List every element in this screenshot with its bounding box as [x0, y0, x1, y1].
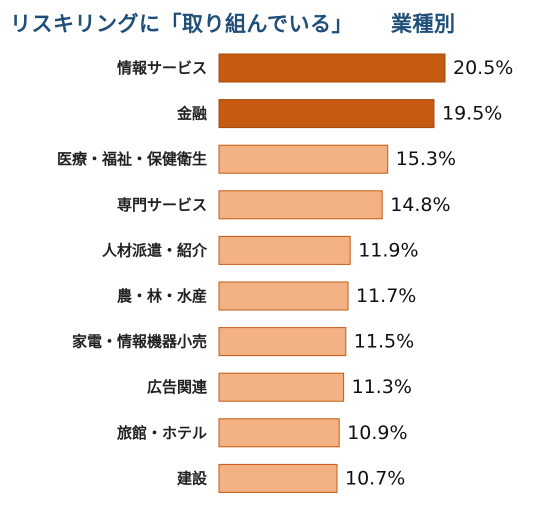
bar: [218, 235, 351, 265]
category-label: 旅館・ホテル: [117, 424, 207, 442]
value-label: 11.7%: [356, 285, 416, 307]
category-label: 医療・福祉・保健衛生: [57, 150, 207, 168]
chart-title: リスキリングに「取り組んでいる」 業種別: [10, 8, 455, 38]
value-label: 20.5%: [453, 57, 513, 79]
value-label: 10.7%: [345, 467, 405, 489]
bar: [218, 463, 338, 493]
category-label: 広告関連: [147, 378, 208, 396]
value-label: 15.3%: [396, 148, 456, 170]
bar: [218, 99, 435, 129]
category-label: 家電・情報機器小売: [72, 333, 207, 351]
bar: [218, 418, 340, 448]
value-label: 11.3%: [352, 376, 412, 398]
value-label: 11.9%: [358, 239, 418, 261]
bar: [218, 190, 383, 220]
value-label: 10.9%: [347, 422, 407, 444]
chart-title-main: リスキリングに「取り組んでいる」: [10, 12, 353, 36]
category-label: 情報サービス: [117, 59, 207, 77]
bar: [218, 281, 349, 311]
bar: [218, 144, 389, 174]
category-label: 人材派遣・紹介: [102, 241, 208, 259]
category-label: 農・林・水産: [117, 287, 207, 305]
value-label: 14.8%: [390, 194, 450, 216]
value-label: 19.5%: [442, 103, 502, 125]
bar: [218, 53, 446, 83]
category-label: 金融: [176, 105, 207, 123]
category-label: 専門サービス: [117, 196, 207, 214]
bar: [218, 327, 347, 357]
chart-title-sub: 業種別: [390, 12, 456, 36]
category-label: 建設: [177, 469, 208, 487]
bar: [218, 372, 345, 402]
value-label: 11.5%: [354, 331, 414, 353]
